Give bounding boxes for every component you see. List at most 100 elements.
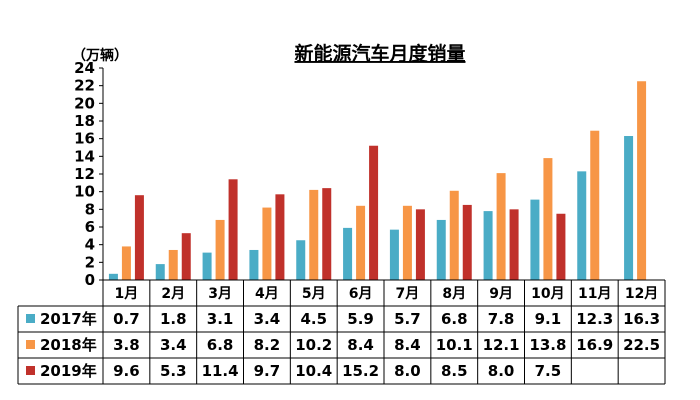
y-tick-label: 18 bbox=[74, 112, 95, 130]
data-label: 7.5 bbox=[535, 362, 562, 380]
data-label: 5.9 bbox=[347, 310, 374, 328]
data-label: 10.2 bbox=[295, 336, 332, 354]
legend-label: 2017年 bbox=[40, 310, 97, 328]
bar-3-4 bbox=[275, 194, 285, 280]
legend-swatch bbox=[26, 340, 35, 349]
y-tick-label: 2 bbox=[85, 253, 95, 271]
data-label: 13.8 bbox=[529, 336, 566, 354]
y-tick-label: 20 bbox=[74, 94, 95, 112]
bar-3-7 bbox=[415, 209, 425, 280]
bar-1-9 bbox=[483, 211, 493, 280]
bar-2-9 bbox=[496, 173, 506, 280]
y-tick-label: 12 bbox=[74, 165, 95, 183]
data-label: 8.4 bbox=[347, 336, 374, 354]
data-label: 15.2 bbox=[342, 362, 379, 380]
x-tick-label: 7月 bbox=[396, 286, 420, 302]
y-tick-label: 14 bbox=[74, 147, 95, 165]
legend-swatch bbox=[26, 366, 35, 375]
bar-3-5 bbox=[322, 188, 332, 280]
bar-3-1 bbox=[134, 195, 144, 280]
bar-3-9 bbox=[509, 209, 519, 280]
x-tick-label: 6月 bbox=[349, 286, 373, 302]
chart-title: 新能源汽车月度销量 bbox=[294, 42, 465, 65]
bar-1-11 bbox=[577, 171, 587, 280]
legend-label: 2019年 bbox=[40, 362, 97, 380]
data-label: 3.1 bbox=[207, 310, 234, 328]
data-table: 1月 2月 3月 4月 5月 6月 7月 8月 9月 10月 11月 12月 2017年 0.7 1.8 3.… bbox=[17, 279, 666, 385]
x-tick-label: 11月 bbox=[578, 286, 611, 302]
data-label: 1.8 bbox=[160, 310, 187, 328]
data-label: 8.5 bbox=[441, 362, 468, 380]
bar-1-10 bbox=[530, 199, 540, 280]
data-label: 8.2 bbox=[254, 336, 281, 354]
data-label: 8.0 bbox=[488, 362, 515, 380]
legend-swatch bbox=[26, 314, 35, 323]
bar-3-10 bbox=[556, 213, 566, 280]
bar-2-8 bbox=[449, 190, 459, 280]
bar-3-2 bbox=[181, 233, 191, 280]
bar-1-6 bbox=[343, 227, 353, 280]
bar-2-4 bbox=[262, 207, 272, 280]
bar-1-2 bbox=[155, 264, 165, 280]
y-tick-label: 22 bbox=[74, 77, 95, 95]
bar-2-11 bbox=[590, 130, 600, 280]
data-label: 16.9 bbox=[576, 336, 613, 354]
x-tick-label: 8月 bbox=[442, 286, 466, 302]
bar-1-7 bbox=[389, 229, 399, 280]
y-tick-label: 10 bbox=[74, 183, 95, 201]
data-label: 22.5 bbox=[623, 336, 660, 354]
bar-2-2 bbox=[168, 249, 178, 280]
data-label: 10.1 bbox=[436, 336, 473, 354]
bar-3-6 bbox=[369, 145, 379, 280]
bar-2-1 bbox=[121, 246, 131, 280]
x-tick-label: 12月 bbox=[625, 286, 658, 302]
data-label: 16.3 bbox=[623, 310, 660, 328]
data-label: 7.8 bbox=[488, 310, 515, 328]
data-label: 0.7 bbox=[113, 310, 140, 328]
bar-2-12 bbox=[637, 81, 647, 280]
x-tick-label: 5月 bbox=[302, 286, 326, 302]
bar-1-3 bbox=[202, 252, 212, 280]
x-tick-label: 4月 bbox=[255, 286, 279, 302]
data-label: 8.0 bbox=[394, 362, 421, 380]
data-label: 6.8 bbox=[441, 310, 468, 328]
y-axis-unit-label: （万辆） bbox=[72, 47, 128, 64]
bar-1-8 bbox=[436, 219, 446, 280]
data-label: 5.7 bbox=[394, 310, 421, 328]
bar-2-7 bbox=[402, 205, 412, 280]
x-tick-label: 9月 bbox=[489, 286, 513, 302]
bar-2-3 bbox=[215, 219, 225, 280]
data-label: 11.4 bbox=[202, 362, 239, 380]
x-tick-label: 10月 bbox=[531, 286, 564, 302]
bar-3-3 bbox=[228, 179, 238, 280]
legend-label: 2018年 bbox=[40, 336, 97, 354]
y-tick-label: 24 bbox=[74, 59, 95, 77]
bar-3-8 bbox=[462, 204, 472, 280]
data-label: 4.5 bbox=[300, 310, 327, 328]
bar-1-1 bbox=[108, 273, 118, 280]
data-label: 12.1 bbox=[483, 336, 520, 354]
bar-2-6 bbox=[356, 205, 366, 280]
y-tick-label: 0 bbox=[85, 271, 95, 289]
bars bbox=[108, 81, 647, 280]
x-tick-label: 1月 bbox=[115, 286, 139, 302]
bar-2-10 bbox=[543, 158, 553, 280]
y-tick-label: 4 bbox=[85, 236, 95, 254]
data-label: 9.1 bbox=[535, 310, 562, 328]
bar-1-5 bbox=[296, 240, 306, 280]
bar-2-5 bbox=[309, 189, 319, 280]
data-label: 6.8 bbox=[207, 336, 234, 354]
data-label: 9.6 bbox=[113, 362, 140, 380]
x-tick-label: 3月 bbox=[208, 286, 232, 302]
y-tick-label: 16 bbox=[74, 130, 95, 148]
data-label: 5.3 bbox=[160, 362, 187, 380]
bar-1-4 bbox=[249, 249, 259, 280]
data-label: 3.4 bbox=[160, 336, 187, 354]
data-label: 9.7 bbox=[254, 362, 281, 380]
y-tick-label: 6 bbox=[85, 218, 95, 236]
x-tick-label: 2月 bbox=[161, 286, 185, 302]
data-label: 3.4 bbox=[254, 310, 281, 328]
data-label: 12.3 bbox=[576, 310, 613, 328]
